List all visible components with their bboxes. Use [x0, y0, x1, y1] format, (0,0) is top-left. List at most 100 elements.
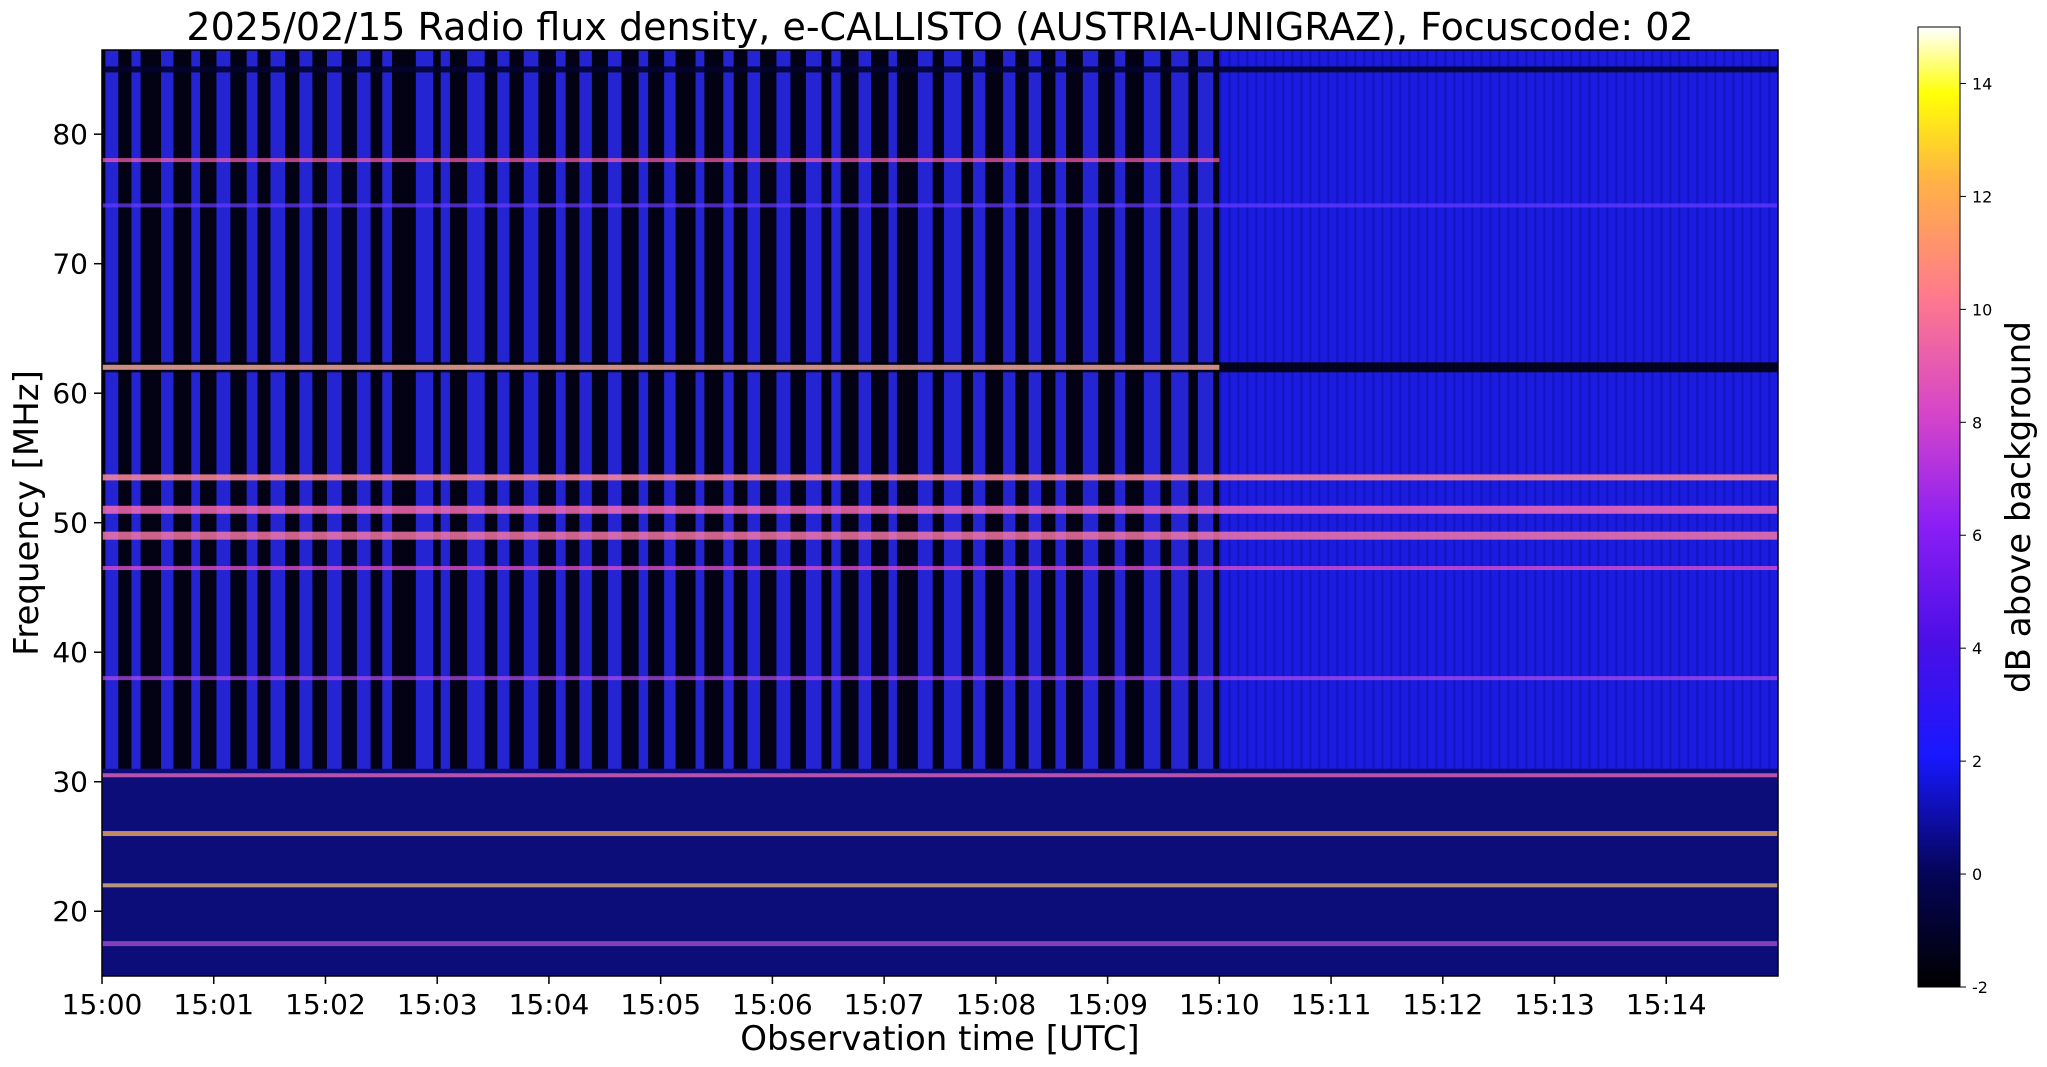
vertical-stripe: [105, 50, 119, 769]
y-tick-label: 50: [52, 507, 88, 540]
vertical-stripe: [638, 50, 649, 769]
frequency-band: [102, 505, 1778, 514]
fine-stripe: [1543, 50, 1546, 769]
fine-stripe: [1768, 50, 1771, 769]
fine-stripe: [1489, 50, 1492, 769]
x-tick-label: 15:08: [956, 988, 1037, 1021]
fine-stripe: [1381, 50, 1384, 769]
vertical-stripe: [1003, 50, 1016, 769]
fine-stripe: [1219, 50, 1222, 769]
y-tick-label: 40: [52, 636, 88, 669]
fine-stripe: [1273, 50, 1276, 769]
fine-stripe: [1372, 50, 1375, 769]
vertical-stripe: [579, 50, 592, 769]
vertical-stripe: [1171, 50, 1189, 769]
y-tick-label: 70: [52, 248, 88, 281]
vertical-stripe: [888, 50, 897, 769]
vertical-stripe: [497, 50, 510, 769]
fine-stripe: [1714, 50, 1717, 769]
x-tick-label: 15:01: [173, 988, 254, 1021]
vertical-stripe: [607, 50, 622, 769]
x-tick-label: 15:04: [509, 988, 590, 1021]
colorbar-tick-label: 14: [1972, 74, 1992, 93]
vertical-stripe: [695, 50, 705, 769]
x-tick-label: 15:13: [1514, 988, 1595, 1021]
vertical-stripe: [216, 50, 231, 769]
fine-stripe: [1480, 50, 1483, 769]
fine-stripe: [1579, 50, 1582, 769]
vertical-stripe: [131, 50, 141, 769]
vertical-stripe: [1055, 50, 1067, 769]
vertical-stripe: [246, 50, 258, 769]
vertical-stripe: [858, 50, 872, 769]
fine-stripe: [1615, 50, 1618, 769]
vertical-stripe: [299, 50, 313, 769]
colorbar-tick-label: -2: [1972, 978, 1988, 997]
vertical-stripe: [467, 50, 485, 769]
x-tick-label: 15:06: [732, 988, 813, 1021]
colorbar-tick-label: 6: [1972, 526, 1982, 545]
chart-title: 2025/02/15 Radio flux density, e-CALLIST…: [186, 5, 1693, 49]
fine-stripe: [1741, 50, 1744, 769]
fine-stripe: [1588, 50, 1591, 769]
fine-stripe: [1399, 50, 1402, 769]
frequency-band: [102, 566, 1778, 571]
fine-stripe: [1327, 50, 1330, 769]
fine-stripe: [1633, 50, 1636, 769]
frequency-band: [102, 941, 1778, 947]
fine-stripe: [1507, 50, 1510, 769]
fine-stripe: [1354, 50, 1357, 769]
frequency-band: [102, 831, 1778, 837]
fine-stripe: [1282, 50, 1285, 769]
x-tick-label: 15:00: [62, 988, 143, 1021]
fine-stripe: [1687, 50, 1690, 769]
y-tick-label: 60: [52, 377, 88, 410]
fine-stripe: [1759, 50, 1762, 769]
y-axis-label: Frequency [MHz]: [7, 370, 47, 656]
fine-stripe: [1732, 50, 1735, 769]
vertical-stripe: [831, 50, 841, 769]
fine-stripe: [1606, 50, 1609, 769]
fine-stripe: [1462, 50, 1465, 769]
fine-stripe: [1669, 50, 1672, 769]
colorbar: [1917, 26, 1961, 988]
colorbar-tick-label: 10: [1972, 300, 1992, 319]
frequency-band: [102, 203, 1778, 208]
fine-stripe: [1309, 50, 1312, 769]
vertical-stripe: [523, 50, 539, 769]
dark-region: [102, 50, 1220, 769]
frequency-band: [102, 474, 1778, 481]
fine-stripe: [1552, 50, 1555, 769]
vertical-stripe: [1143, 50, 1161, 769]
frequency-band: [102, 531, 1778, 540]
x-tick-label: 15:12: [1402, 988, 1483, 1021]
x-tick-label: 15:10: [1179, 988, 1260, 1021]
fine-stripe: [1471, 50, 1474, 769]
vertical-stripe: [161, 50, 174, 769]
vertical-stripe: [356, 50, 371, 769]
fine-stripe: [1750, 50, 1753, 769]
fine-stripe: [1723, 50, 1726, 769]
fine-stripe: [1246, 50, 1249, 769]
y-tick-label: 30: [52, 766, 88, 799]
colorbar-tick-label: 4: [1972, 639, 1982, 658]
vertical-stripe: [747, 50, 761, 769]
fine-stripe: [1534, 50, 1537, 769]
fine-stripe: [1264, 50, 1267, 769]
vertical-stripe: [440, 50, 450, 769]
vertical-stripe: [191, 50, 201, 769]
fine-stripe: [1660, 50, 1663, 769]
fine-stripe: [1255, 50, 1258, 769]
frequency-band: [102, 883, 1778, 888]
colorbar-ticks: -2 0 2 4 6 8 10 12 14: [1960, 74, 1992, 997]
x-tick-label: 15:02: [285, 988, 366, 1021]
fine-stripe: [1642, 50, 1645, 769]
vertical-stripe: [1197, 50, 1214, 769]
frequency-band: [102, 364, 1220, 370]
fine-stripe: [1417, 50, 1420, 769]
fine-stripe: [1561, 50, 1564, 769]
fine-stripe: [1696, 50, 1699, 769]
fine-stripe: [1498, 50, 1501, 769]
x-tick-label: 15:03: [397, 988, 478, 1021]
fine-stripe: [1624, 50, 1627, 769]
